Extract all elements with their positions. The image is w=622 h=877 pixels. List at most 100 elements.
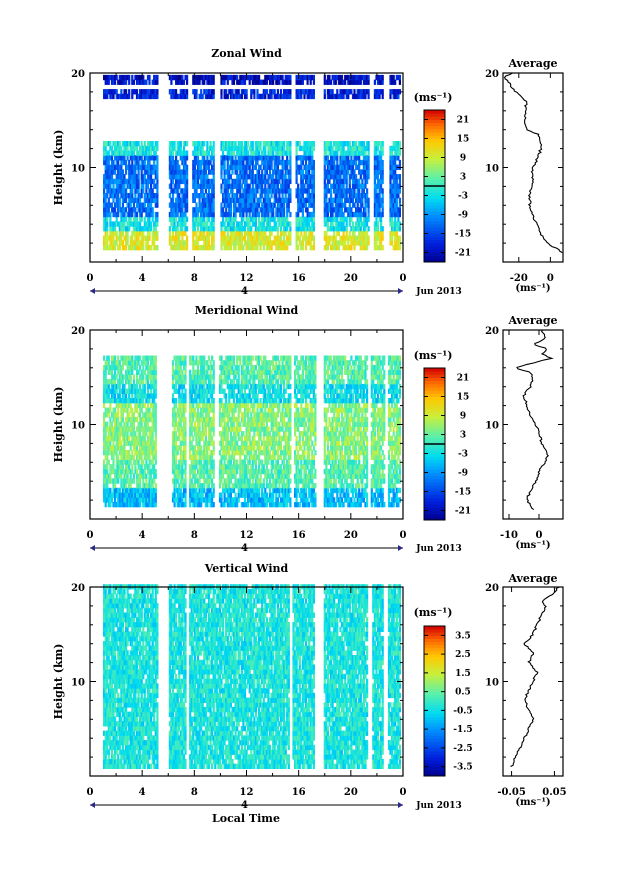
heatmap-cell	[302, 212, 304, 217]
heatmap-cell	[141, 422, 143, 427]
day-axis-arrow-right	[398, 288, 403, 294]
heatmap-cell	[148, 408, 150, 413]
heatmap-cell	[213, 151, 215, 156]
heatmap-cell	[283, 212, 285, 217]
heatmap-cell	[302, 80, 304, 85]
heatmap-cell	[208, 188, 210, 193]
heatmap-cell	[299, 236, 301, 241]
heatmap-cell	[184, 422, 186, 427]
heatmap-cell	[144, 403, 146, 408]
heatmap-cell	[156, 193, 158, 198]
heatmap-cell	[382, 245, 384, 250]
heatmap-cell	[125, 198, 127, 203]
heatmap-cell	[109, 408, 111, 413]
heatmap-cell	[136, 469, 138, 474]
heatmap-cell	[128, 75, 130, 80]
heatmap-cell	[333, 231, 335, 236]
heatmap-cell	[368, 75, 370, 80]
heatmap-cell	[184, 502, 186, 507]
x-tick-label: 0	[87, 273, 94, 284]
heatmap-cell	[327, 212, 329, 217]
heatmap-cell	[139, 412, 141, 417]
heatmap-cell	[380, 155, 382, 160]
heatmap-cell	[285, 193, 287, 198]
heatmap-cell	[138, 160, 140, 165]
heatmap-cell	[347, 169, 349, 174]
heatmap-cell	[336, 155, 338, 160]
colorbar-label: 9	[460, 154, 466, 164]
heatmap-cell	[213, 212, 215, 217]
heatmap-cell	[181, 207, 183, 212]
heatmap-cell	[358, 165, 360, 170]
heatmap-cell	[156, 212, 158, 217]
heatmap-cell	[366, 231, 368, 236]
heatmap-cell	[382, 174, 384, 179]
heatmap-cell	[181, 497, 183, 502]
heatmap-cell	[103, 403, 105, 408]
heatmap-cell	[289, 151, 291, 156]
heatmap-cell	[192, 365, 194, 370]
heatmap-cell	[150, 245, 152, 250]
heatmap-cell	[148, 80, 150, 85]
heatmap-cell	[106, 422, 108, 427]
heatmap-cell	[119, 384, 121, 389]
heatmap-cell	[194, 165, 196, 170]
colorbar-segment	[424, 170, 445, 174]
heatmap-cell	[272, 80, 274, 85]
heatmap-cell	[261, 169, 263, 174]
heatmap-cell	[119, 360, 121, 365]
heatmap-cell	[382, 94, 384, 99]
heatmap-cell	[195, 94, 197, 99]
heatmap-cell	[220, 174, 222, 179]
colorbar-segment	[424, 132, 445, 136]
heatmap-cell	[343, 221, 345, 226]
heatmap-cell	[156, 141, 158, 146]
heatmap-cell	[106, 231, 108, 236]
heatmap-cell	[133, 422, 135, 427]
heatmap-cell	[380, 184, 382, 189]
heatmap-cell	[272, 151, 274, 156]
heatmap-cell	[142, 240, 144, 245]
heatmap-cell	[203, 80, 205, 85]
heatmap-cell	[253, 89, 255, 94]
heatmap-cell	[116, 89, 118, 94]
heatmap-cell	[139, 221, 141, 226]
heatmap-cell	[382, 146, 384, 151]
colorbar-segment	[424, 177, 445, 181]
heatmap-cell	[346, 217, 348, 222]
heatmap-cell	[327, 245, 329, 250]
heatmap-cell	[152, 436, 154, 441]
heatmap-cell	[177, 226, 179, 231]
heatmap-cell	[213, 240, 215, 245]
heatmap-cell	[213, 75, 215, 80]
heatmap-cell	[341, 198, 343, 203]
heatmap-cell	[139, 365, 141, 370]
heatmap-cell	[213, 146, 215, 151]
heatmap-cell	[271, 245, 273, 250]
heatmap-cell	[109, 403, 111, 408]
heatmap-cell	[347, 240, 349, 245]
heatmap-cell	[346, 226, 348, 231]
panel-title: Zonal Wind	[211, 47, 282, 60]
heatmap-cell	[194, 226, 196, 231]
heatmap-cell	[202, 94, 204, 99]
heatmap-cell	[227, 231, 229, 236]
heatmap-cell	[350, 217, 352, 222]
heatmap-cell	[242, 217, 244, 222]
heatmap-cell	[191, 478, 193, 483]
heatmap-cell	[379, 193, 381, 198]
heatmap-cell	[186, 240, 188, 245]
heatmap-cell	[108, 80, 110, 85]
colorbar-segment	[424, 120, 445, 124]
heatmap-cell	[119, 245, 121, 250]
heatmap-cell	[123, 184, 125, 189]
heatmap-cell	[311, 151, 313, 156]
heatmap-cell	[353, 231, 355, 236]
heatmap-cell	[172, 151, 174, 156]
heatmap-cell	[308, 188, 310, 193]
heatmap-cell	[142, 478, 144, 483]
heatmap-cell	[186, 207, 188, 212]
heatmap-cell	[155, 412, 157, 417]
heatmap-cell	[203, 217, 205, 222]
heatmap-cell	[213, 236, 215, 241]
